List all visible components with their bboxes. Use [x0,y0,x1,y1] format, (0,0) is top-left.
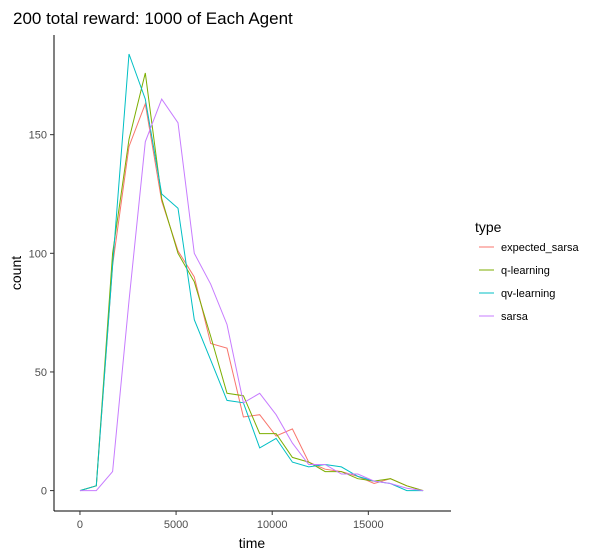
x-axis-title: time [239,535,266,551]
legend-title: type [475,219,502,235]
plot-lines [79,53,424,492]
chart-title: 200 total reward: 1000 of Each Agent [13,9,293,28]
legend-label-q-learning: q-learning [501,265,550,277]
y-tick-label: 0 [41,486,47,498]
x-tick-label: 10000 [257,519,288,531]
y-tick-label: 150 [29,130,47,142]
x-tick-label: 5000 [164,519,188,531]
series-line-sarsa [80,98,424,492]
y-axis-title: count [8,256,24,290]
x-tick-label: 0 [77,519,83,531]
series-line-qv-learning [79,53,424,492]
legend: expected_sarsa q-learning qv-learning sarsa [479,242,580,323]
y-tick-label: 100 [29,248,47,260]
x-tick-label: 15000 [353,519,384,531]
legend-label-qv-learning: qv-learning [501,288,555,300]
legend-label-sarsa: sarsa [501,311,529,323]
y-axis-ticks: 0 50 100 150 [29,130,54,498]
y-tick-label: 50 [35,367,47,379]
series-line-q-learning [79,72,424,492]
x-axis-ticks: 0 5000 10000 15000 [77,511,384,531]
series-line-expected_sarsa [79,101,424,492]
legend-label-expected_sarsa: expected_sarsa [501,242,580,254]
